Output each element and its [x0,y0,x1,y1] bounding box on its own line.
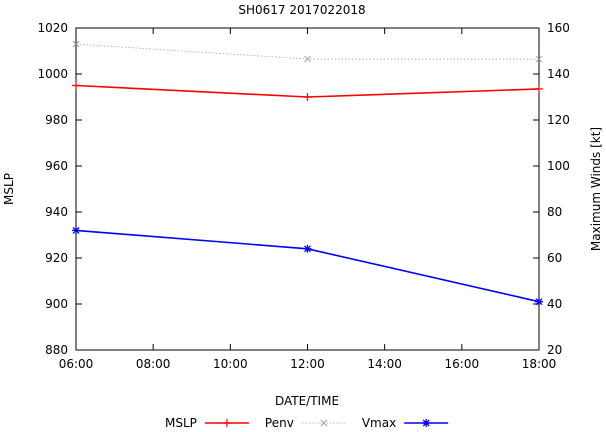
y-tick-label-left: 1000 [37,67,68,81]
y-tick-label-left: 1020 [37,21,68,35]
penv-point [72,81,80,90]
y-tick-label-left: 900 [45,297,68,311]
legend: MSLP Penv Vmax [165,416,449,430]
legend-swatch-marker [422,419,431,427]
y-tick-label-right: 160 [547,21,570,35]
axis-ticks: 06:00 08:00 10:00 12:00 14:00 16:00 18:00 880 90… [37,21,569,371]
x-tick-label: 16:00 [445,357,480,371]
penv-point [535,84,543,93]
chart-title: SH0617 2017022018 [238,3,365,17]
y-tick-label-left: 960 [45,159,68,173]
series-lines [72,40,543,306]
series-point [535,297,543,306]
legend-label: MSLP [165,416,197,430]
y-tick-label-right: 140 [547,67,570,81]
legend-label: Vmax [362,416,396,430]
legend-swatch-marker [320,419,328,427]
y-tick-label-left: 880 [45,343,68,357]
penv-point [303,93,312,101]
y-tick-label-right: 60 [547,251,562,265]
y-axis-label-left: MSLP [2,173,16,205]
plot-frame [75,27,540,351]
series-point [303,244,312,253]
y-tick-label-right: 100 [547,159,570,173]
legend-label: Penv [265,416,294,430]
vmax-point [535,55,543,63]
x-axis-label: DATE/TIME [275,394,339,408]
x-tick-label: 10:00 [213,357,248,371]
y-tick-label-right: 20 [547,343,562,357]
y-tick-label-left: 940 [45,205,68,219]
y-tick-label-right: 40 [547,297,562,311]
vmax-point [304,55,311,63]
y-axis-label-right: Maximum Winds [kt] [589,127,603,251]
vmax-point [72,40,80,48]
x-tick-label: 06:00 [59,357,94,371]
series-point [72,226,80,235]
legend-swatch-marker [222,419,231,427]
x-tick-label: 08:00 [136,357,171,371]
y-tick-label-right: 120 [547,113,570,127]
x-tick-label: 12:00 [290,357,325,371]
y-tick-label-left: 920 [45,251,68,265]
x-tick-label: 18:00 [522,357,557,371]
y-tick-label-left: 980 [45,113,68,127]
vmax-line [75,43,539,60]
x-tick-label: 14:00 [367,357,402,371]
series-line [75,229,540,303]
y-tick-label-right: 80 [547,205,562,219]
